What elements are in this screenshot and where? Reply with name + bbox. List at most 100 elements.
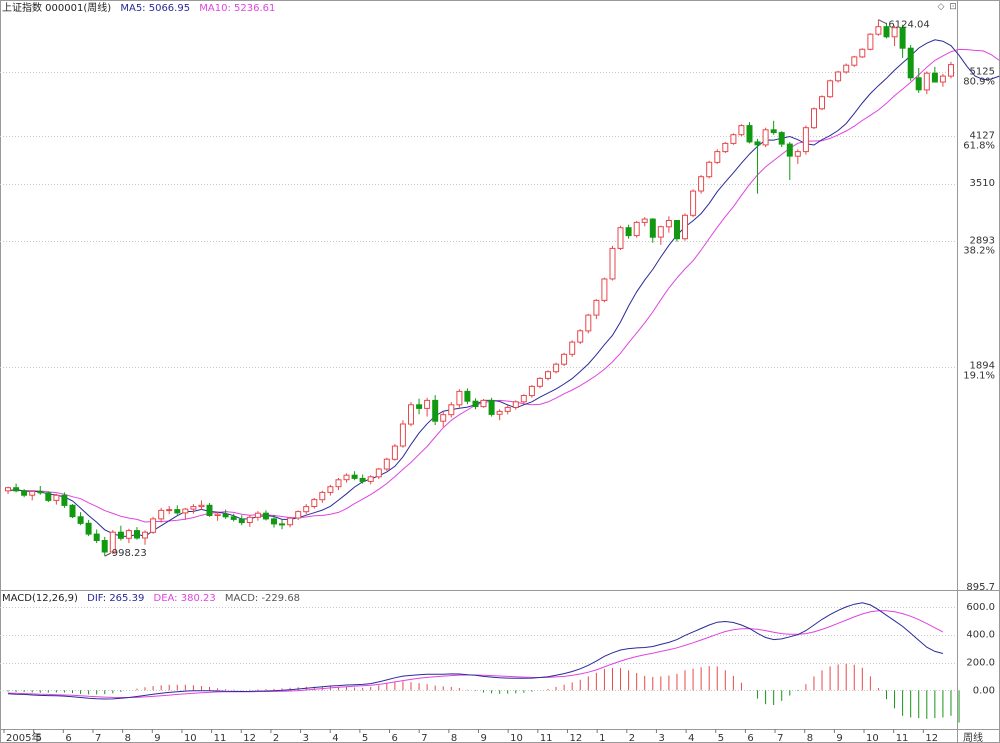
candle-body: [851, 56, 858, 66]
candle-body: [214, 513, 221, 517]
ma10-label: MA10: 5236.61: [199, 3, 276, 14]
candle: [319, 490, 326, 503]
candle: [786, 141, 793, 181]
time-tick-label: 10: [866, 733, 879, 743]
candle: [585, 313, 592, 334]
candle: [303, 504, 310, 515]
time-tick-label: 5: [718, 733, 724, 743]
macd-value-label: MACD: -229.68: [224, 593, 301, 604]
time-tick-label: 11: [214, 733, 227, 743]
candle-body: [134, 530, 140, 539]
candle-body: [150, 518, 157, 533]
candle: [287, 516, 294, 528]
candle-body: [811, 108, 817, 129]
candle-body: [722, 142, 729, 153]
fib-tick-label: 80.9%: [963, 76, 995, 87]
chart-title: 上证指数 000001(周线): [2, 3, 112, 14]
candle-body: [585, 314, 592, 332]
time-tick-label: 7: [421, 733, 427, 743]
candle: [641, 217, 648, 227]
candle-body: [53, 494, 60, 501]
candle: [5, 486, 11, 495]
time-tick-label: 3: [303, 733, 309, 743]
price-tick-label: 5125: [970, 66, 995, 77]
time-tick-label: 2005年: [6, 731, 41, 743]
candle: [827, 79, 834, 98]
candle: [45, 491, 52, 503]
candle-body: [545, 371, 551, 379]
candle: [416, 398, 423, 415]
candle: [843, 63, 850, 74]
time-tick-label: 10: [510, 733, 523, 743]
candle: [883, 22, 890, 39]
candle: [61, 492, 68, 508]
candle-body: [698, 176, 705, 192]
candle-body: [222, 513, 229, 518]
candle-body: [448, 404, 455, 416]
candle-body: [907, 47, 914, 79]
candle-body: [190, 506, 197, 510]
candle: [851, 55, 858, 67]
candle-body: [5, 487, 11, 492]
candle: [101, 536, 108, 557]
time-tick-label: 3: [658, 733, 664, 743]
candle: [794, 149, 801, 164]
candle: [85, 519, 92, 537]
candle: [738, 124, 745, 137]
maximize-icon[interactable]: ⊡: [949, 2, 957, 12]
candle: [238, 515, 245, 526]
candle: [867, 33, 874, 51]
candle-body: [504, 406, 511, 412]
macd-layer: [0, 602, 960, 723]
candle: [948, 61, 954, 79]
candle: [117, 525, 124, 541]
candle: [746, 122, 753, 144]
candle: [93, 529, 100, 544]
candle-body: [399, 423, 406, 447]
candle: [714, 149, 721, 164]
candle: [931, 66, 938, 83]
candle: [222, 509, 229, 519]
restore-icon[interactable]: ◇: [937, 2, 945, 12]
time-tick-label: 8: [807, 733, 813, 743]
time-tick-label: 9: [154, 733, 160, 743]
candle-body: [827, 80, 834, 98]
candle-body: [125, 530, 132, 539]
candle: [722, 141, 729, 154]
candle: [754, 139, 761, 194]
dea-label: DEA: 380.23: [153, 593, 216, 604]
price-tick-label: 4127: [970, 130, 995, 141]
candle: [730, 133, 737, 145]
candle: [464, 388, 471, 405]
candle: [134, 527, 140, 540]
candle: [448, 402, 455, 418]
candle: [198, 500, 205, 511]
candle-body: [230, 516, 237, 520]
candle: [891, 25, 898, 47]
candle-body: [287, 517, 294, 526]
candle-body: [85, 522, 92, 535]
macd-tick-label: 0.00: [973, 685, 995, 696]
candle: [504, 405, 511, 415]
candle: [254, 511, 261, 521]
time-tick-label: 5: [362, 733, 368, 743]
candle-body: [867, 33, 874, 50]
candle-body: [883, 26, 890, 38]
candle: [496, 409, 503, 421]
candle-body: [303, 506, 310, 513]
candle-body: [706, 161, 713, 178]
candle: [625, 224, 632, 239]
ma5-label: MA5: 5066.95: [120, 3, 191, 14]
candle-body: [649, 218, 656, 238]
candle: [553, 362, 560, 374]
candle-body: [794, 151, 801, 157]
candlestick-layer[interactable]: [5, 19, 954, 557]
candle-body: [843, 64, 850, 73]
time-tick-label: 10: [184, 733, 197, 743]
candle: [69, 504, 76, 519]
candle-body: [931, 72, 938, 83]
candle-body: [182, 508, 189, 514]
candle-body: [633, 221, 640, 237]
candle: [915, 68, 922, 93]
